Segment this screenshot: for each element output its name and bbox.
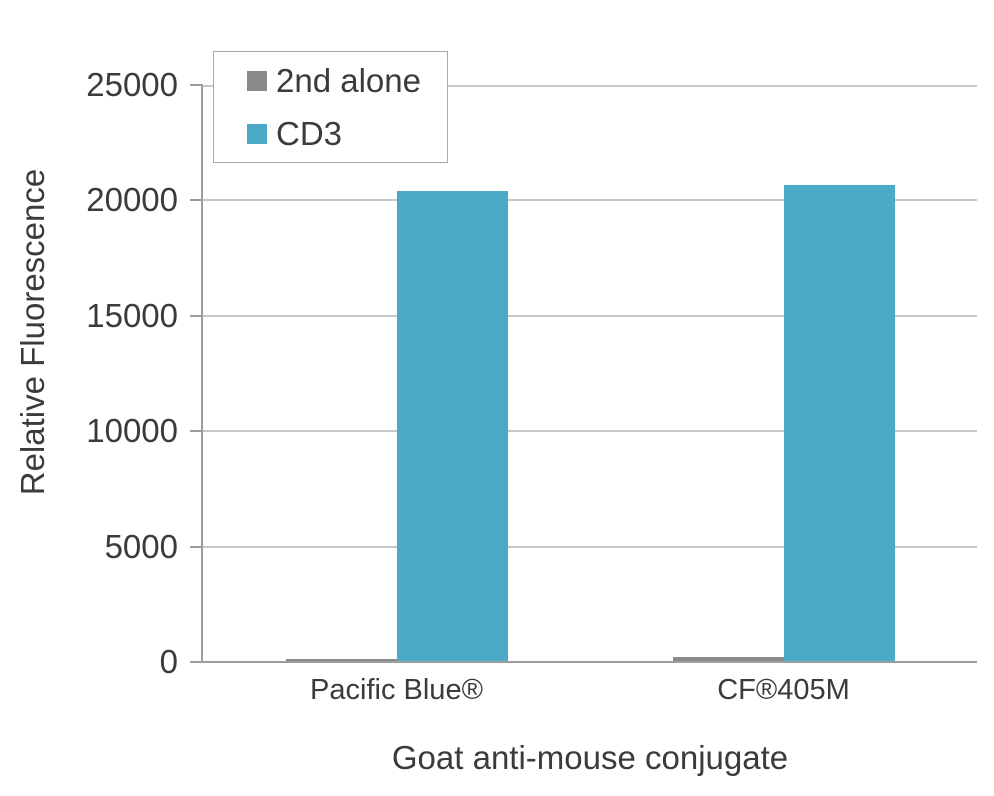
- y-tick-mark: [190, 546, 203, 548]
- y-tick-label: 20000: [86, 181, 178, 218]
- y-axis-line: [201, 85, 203, 662]
- gridline: [203, 199, 977, 201]
- y-tick-label: 15000: [86, 297, 178, 334]
- gridline: [203, 546, 977, 548]
- x-axis-line: [190, 661, 977, 663]
- y-tick-label: 5000: [104, 528, 178, 565]
- bar-2nd-alone: [286, 659, 397, 662]
- y-tick-label: 10000: [86, 412, 178, 449]
- bar-cd3: [397, 191, 508, 662]
- legend-label: 2nd alone: [276, 61, 421, 99]
- y-tick-mark: [190, 84, 203, 86]
- legend: 2nd alone CD3: [213, 51, 448, 163]
- x-tick-label: CF®405M: [717, 674, 850, 706]
- legend-label: CD3: [276, 114, 343, 152]
- legend-color-swatch: [247, 70, 267, 91]
- legend-item: 2nd alone: [247, 54, 447, 107]
- y-tick-label: 25000: [86, 66, 178, 103]
- x-tick-label: Pacific Blue®: [310, 674, 483, 706]
- legend-color-swatch: [247, 123, 267, 144]
- gridline: [203, 85, 977, 87]
- bar-2nd-alone: [673, 657, 784, 662]
- x-axis-title: Goat anti-mouse conjugate: [391, 739, 789, 776]
- y-tick-mark: [190, 430, 203, 432]
- y-tick-mark: [190, 315, 203, 317]
- plot-area: [203, 85, 977, 662]
- y-tick-mark: [190, 199, 203, 201]
- gridline: [203, 315, 977, 317]
- legend-item: CD3: [247, 107, 447, 160]
- gridline: [203, 430, 977, 432]
- bar-cd3: [784, 185, 895, 662]
- y-tick-label: 0: [159, 643, 178, 680]
